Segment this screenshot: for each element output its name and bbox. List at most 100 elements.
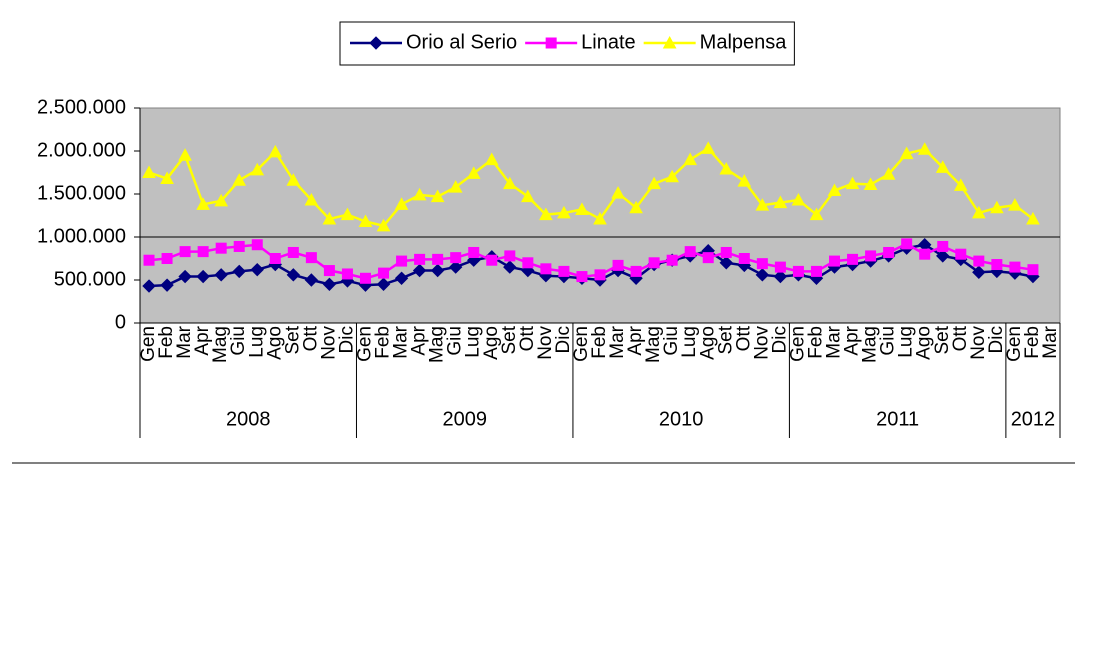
x-tick-label: Giu [445, 326, 466, 356]
x-tick-label: Mar [1040, 325, 1061, 358]
marker [847, 253, 859, 265]
legend-marker [369, 36, 383, 50]
marker [719, 256, 733, 270]
marker [558, 265, 570, 277]
group-label: 2009 [442, 408, 487, 430]
marker [684, 246, 696, 258]
marker [466, 166, 481, 179]
marker [666, 254, 678, 266]
x-tick-label: Nov [751, 326, 772, 360]
marker [919, 248, 931, 260]
marker [414, 253, 426, 265]
marker [774, 261, 786, 273]
marker [215, 242, 227, 254]
legend: Orio al Serio Linate Malpensa [339, 21, 795, 66]
marker [522, 257, 534, 269]
marker [396, 255, 408, 267]
marker [430, 263, 445, 278]
marker [827, 183, 842, 197]
marker [358, 214, 373, 228]
marker [196, 197, 210, 210]
marker [936, 249, 950, 263]
x-tick-label: Ago [264, 326, 285, 360]
legend-marker [545, 37, 557, 49]
marker [196, 269, 210, 284]
marker [502, 176, 517, 190]
marker [865, 250, 877, 262]
x-tick-label: Ott [300, 325, 321, 351]
x-tick-label: Mar [824, 325, 845, 358]
marker [322, 277, 337, 292]
marker [504, 250, 516, 262]
x-tick-label: Apr [625, 325, 646, 355]
marker [755, 198, 770, 211]
marker [665, 169, 679, 183]
x-tick-label: Mag [210, 326, 231, 363]
y-tick-label: 1.000.000 [37, 225, 126, 247]
marker [214, 193, 229, 207]
x-tick-label: Nov [318, 326, 339, 360]
x-tick-label: Apr [842, 325, 863, 355]
marker [323, 265, 335, 277]
x-tick-label: Lug [679, 326, 700, 358]
marker [250, 262, 264, 277]
marker [286, 173, 301, 186]
x-tick-label: Nov [968, 326, 989, 360]
marker [701, 141, 716, 154]
x-tick-label: Set [932, 325, 953, 354]
marker [881, 167, 896, 180]
marker [287, 246, 299, 258]
marker [142, 165, 156, 178]
x-tick-label: Apr [409, 325, 430, 355]
marker [756, 258, 768, 270]
x-tick-label: Feb [589, 326, 610, 359]
marker [304, 273, 319, 287]
marker [683, 152, 698, 166]
x-tick-label: Lug [246, 326, 267, 358]
marker [232, 264, 246, 279]
marker [160, 171, 174, 185]
marker [917, 142, 932, 155]
x-tick-label: Apr [192, 325, 213, 355]
marker [268, 144, 283, 158]
marker [286, 268, 301, 282]
marker [611, 186, 625, 199]
x-tick-label: Mar [391, 325, 412, 358]
marker [394, 271, 409, 285]
marker [232, 173, 247, 186]
marker [1027, 264, 1039, 276]
marker [990, 200, 1004, 214]
marker [629, 200, 643, 214]
x-tick-label: Set [282, 325, 303, 354]
marker [899, 146, 914, 160]
marker [178, 148, 192, 161]
marker [1009, 261, 1021, 273]
x-tick-label: Gen [571, 326, 592, 362]
marker [304, 192, 319, 206]
legend-label: Linate [581, 31, 636, 53]
marker [376, 277, 391, 292]
marker [340, 207, 355, 221]
marker [233, 240, 245, 252]
marker [448, 260, 463, 274]
x-tick-label: Gen [138, 326, 159, 362]
marker [953, 178, 968, 191]
marker [486, 254, 498, 266]
marker [937, 240, 949, 252]
marker [883, 246, 895, 258]
x-tick-label: Giu [661, 326, 682, 356]
marker [991, 259, 1003, 271]
marker [1026, 211, 1040, 225]
marker [161, 253, 173, 264]
x-tick-label: Ago [481, 326, 502, 360]
marker [809, 207, 824, 221]
marker [971, 205, 986, 219]
x-tick-label: Feb [373, 326, 394, 359]
x-tick-label: Lug [896, 326, 917, 358]
marker [630, 265, 642, 277]
x-tick-label: Gen [787, 326, 808, 362]
marker [432, 253, 444, 265]
x-tick-label: Set [715, 325, 736, 354]
marker [792, 265, 804, 277]
marker [773, 195, 788, 209]
